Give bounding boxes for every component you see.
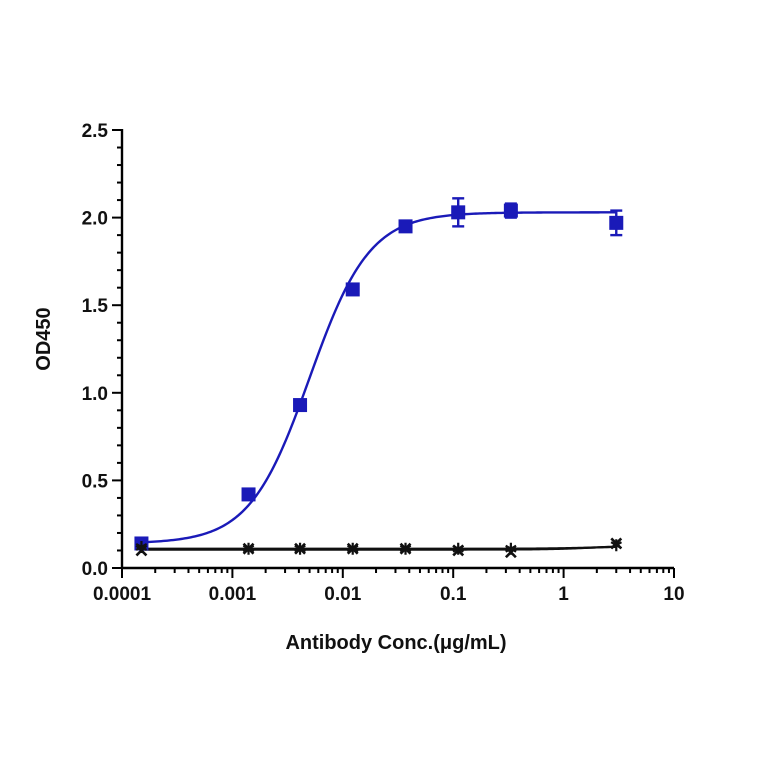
x-tick-label: 0.01 xyxy=(324,584,361,605)
y-tick-label: 1.5 xyxy=(82,296,109,317)
fit-curve xyxy=(141,545,617,550)
asterisk-marker xyxy=(346,542,359,555)
y-tick-label: 2.5 xyxy=(82,121,109,142)
data-markers xyxy=(134,197,624,559)
x-tick-label: 0.1 xyxy=(440,584,467,605)
asterisk-marker xyxy=(135,540,148,553)
square-marker xyxy=(293,398,308,413)
x-axis-title: Antibody Conc.(μg/mL) xyxy=(285,632,506,654)
y-tick-label: 0.5 xyxy=(82,471,109,492)
asterisk-marker xyxy=(242,542,255,555)
square-marker xyxy=(609,215,624,230)
square-marker xyxy=(451,205,466,220)
x-tick-label: 0.0001 xyxy=(93,584,152,605)
square-marker xyxy=(503,203,518,218)
y-tick-label: 2.0 xyxy=(82,209,108,230)
x-tick-label: 1 xyxy=(558,584,569,605)
y-tick-label: 0.0 xyxy=(82,559,108,580)
x-tick-label: 0.001 xyxy=(209,584,257,605)
y-tick-label: 1.0 xyxy=(82,384,108,405)
square-marker xyxy=(241,487,256,502)
x-tick-label: 10 xyxy=(663,584,684,605)
fit-curves xyxy=(141,211,617,551)
asterisk-marker xyxy=(399,542,412,555)
y-axis-title: OD450 xyxy=(33,307,55,370)
asterisk-marker xyxy=(505,542,517,555)
x-ticks: 0.0001 0.001 0.01 0.1 1 10 xyxy=(93,568,685,605)
axes: 0.0 0.5 1.0 1.5 2.0 2.5 0.0001 0.001 0.01 0.1 1 10 xyxy=(82,121,685,605)
square-marker xyxy=(398,219,413,234)
asterisk-marker xyxy=(452,542,464,555)
y-ticks: 0.0 0.5 1.0 1.5 2.0 2.5 xyxy=(82,121,122,580)
fit-curve xyxy=(141,211,617,544)
square-marker xyxy=(345,282,360,297)
asterisk-marker xyxy=(610,539,623,552)
asterisk-marker xyxy=(294,542,306,555)
